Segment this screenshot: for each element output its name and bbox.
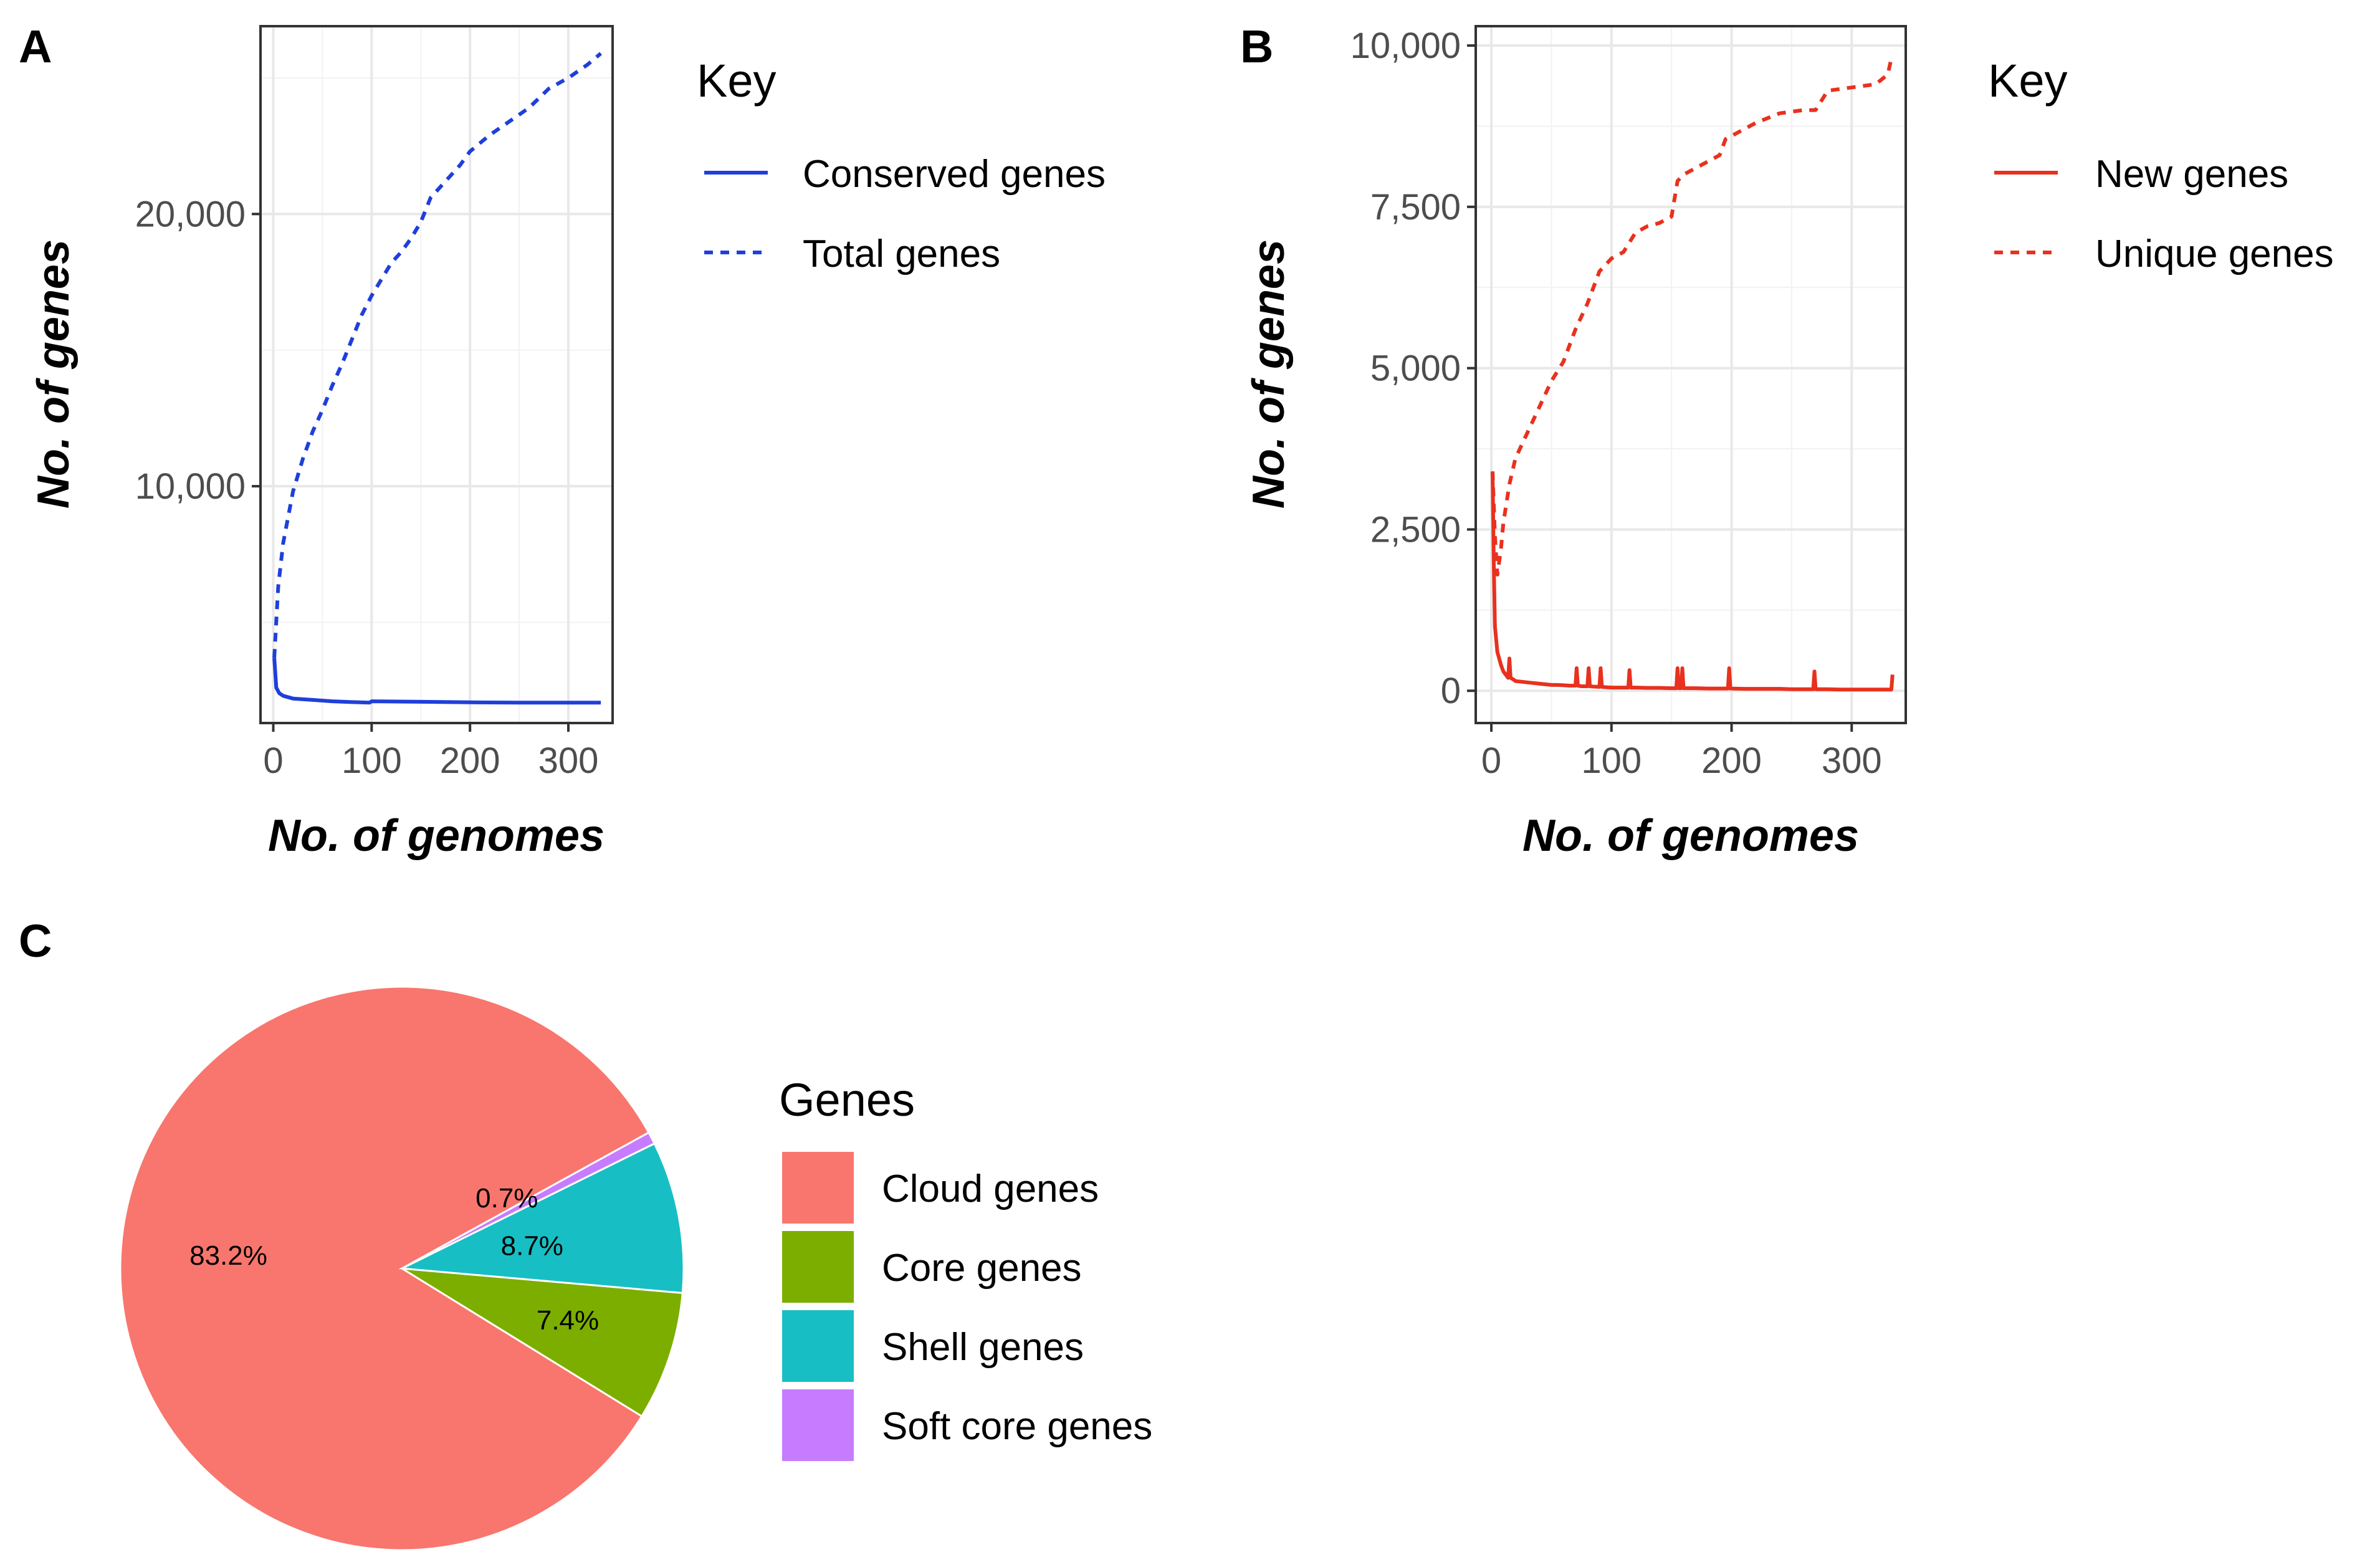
panel-b-legend-label-unique: Unique genes [2095, 232, 2334, 276]
panel-letter-c: C [19, 915, 52, 967]
panel-a-x-axis: 0 100 200 300 [263, 723, 598, 781]
series-line-unique-genes [1491, 58, 1893, 577]
panel-a-plot-border [259, 25, 614, 724]
y-tick-label: 10,000 [1350, 26, 1461, 66]
legend-label-cloud-genes: Cloud genes [882, 1167, 1099, 1210]
panel-c-legend-title: Genes [779, 1074, 915, 1126]
y-tick-label: 5,000 [1370, 348, 1461, 389]
x-tick-label: 200 [1701, 740, 1762, 781]
panel-a-legend-title: Key [697, 55, 777, 107]
panel-a-y-axis: 10,000 20,000 [135, 194, 260, 507]
panel-a-legend: Key Conserved genes Total genes [697, 55, 1106, 276]
y-tick-label: 20,000 [135, 194, 246, 234]
series-line-new-genes [1491, 471, 1895, 692]
legend-swatch-shell-genes [782, 1310, 854, 1382]
pie-label-soft-core-genes: 0.7% [476, 1183, 538, 1214]
x-tick-label: 300 [538, 740, 599, 781]
panel-b-y-axis: 0 2,500 5,000 7,500 10,000 [1350, 26, 1476, 711]
legend-swatch-soft-core-genes [782, 1389, 854, 1461]
panel-a-legend-label-total: Total genes [803, 232, 1000, 276]
x-tick-label: 0 [1481, 740, 1501, 781]
panel-a-grid [260, 26, 613, 723]
pie-slice-cloud-genes [119, 985, 650, 1551]
panel-b-legend: Key New genes Unique genes [1988, 55, 2334, 276]
pie-label-shell-genes: 8.7% [501, 1231, 563, 1262]
pie-label-core-genes: 7.4% [537, 1305, 599, 1336]
pie-slices [119, 985, 685, 1551]
x-tick-label: 200 [440, 740, 500, 781]
x-tick-label: 100 [1581, 740, 1642, 781]
panel-b-legend-label-new: New genes [2095, 153, 2288, 196]
panel-b-y-axis-title: No. of genes [1244, 239, 1294, 509]
y-tick-label: 0 [1441, 671, 1461, 711]
legend-label-core-genes: Core genes [882, 1247, 1082, 1290]
pie-labels: 83.2% 7.4% 8.7% 0.7% [189, 1183, 599, 1336]
panel-b-grid [1476, 26, 1906, 723]
panel-c-pie-chart: 83.2% 7.4% 8.7% 0.7% Genes Cloud genes Core… [119, 985, 1152, 1551]
panel-a-line-chart: 0 100 200 300 10,000 20,000 No. of genomes N… [29, 25, 1106, 861]
y-tick-label: 10,000 [135, 466, 246, 507]
legend-label-soft-core-genes: Soft core genes [882, 1405, 1152, 1448]
panel-b-x-axis-title: No. of genomes [1522, 811, 1859, 861]
panel-a-y-axis-title: No. of genes [29, 239, 79, 509]
panel-a-x-axis-title: No. of genomes [268, 811, 605, 861]
panel-a-series [272, 52, 603, 705]
series-line-conserved-genes [272, 658, 601, 705]
pie-slice-soft-core-genes [401, 1131, 656, 1270]
y-tick-label: 2,500 [1370, 509, 1461, 550]
panel-b-plot-border [1474, 25, 1907, 724]
panel-letter-a: A [19, 21, 52, 72]
legend-label-shell-genes: Shell genes [882, 1326, 1084, 1369]
panel-b-line-chart: 0 100 200 300 0 2,500 5,000 7,500 10,000 No. of… [1244, 25, 2334, 861]
panel-b-legend-title: Key [1988, 55, 2068, 107]
legend-swatch-core-genes [782, 1231, 854, 1303]
panel-b-x-axis: 0 100 200 300 [1481, 723, 1882, 781]
pie-slice-shell-genes [398, 1142, 685, 1295]
y-tick-label: 7,500 [1370, 187, 1461, 228]
panel-c-legend: Genes Cloud genes Core genes Shell genes… [779, 1074, 1152, 1461]
panel-letter-b: B [1240, 21, 1273, 72]
x-tick-label: 300 [1822, 740, 1882, 781]
x-tick-label: 100 [342, 740, 402, 781]
pie-slice-core-genes [401, 1267, 684, 1418]
pie-label-cloud-genes: 83.2% [189, 1240, 267, 1271]
panel-b-series [1491, 58, 1895, 692]
panel-a-legend-label-conserved: Conserved genes [803, 153, 1106, 196]
legend-swatch-cloud-genes [782, 1152, 854, 1224]
x-tick-label: 0 [263, 740, 283, 781]
